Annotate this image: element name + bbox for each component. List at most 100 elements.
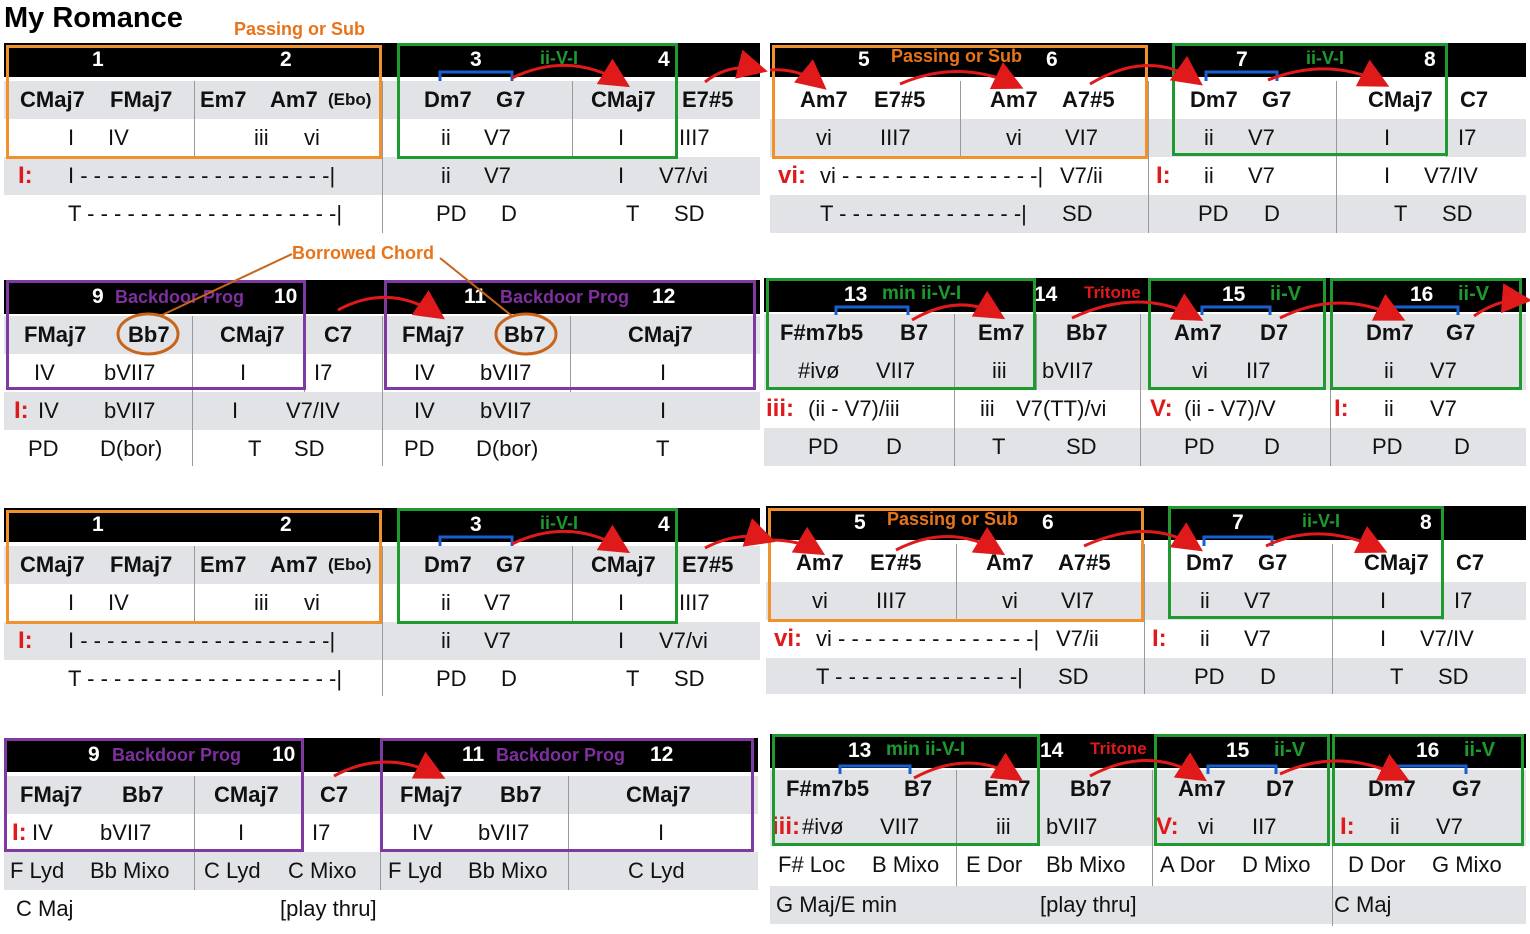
roman: V7 — [484, 628, 511, 653]
chord: Em7 — [200, 87, 247, 112]
tritone-label: Tritone — [1090, 739, 1147, 758]
dash-line: vi - - - - - - - - - - - - - - -| — [816, 626, 1040, 651]
roman: ii — [1204, 163, 1214, 188]
key-label: I: — [1152, 625, 1167, 652]
roman: I — [68, 590, 75, 615]
roman: I — [1384, 125, 1391, 150]
roman: vi — [1198, 814, 1214, 839]
function: D(bor) — [476, 436, 539, 461]
roman: VII7 — [880, 814, 920, 839]
chord: Am7 — [270, 552, 318, 577]
function: T — [626, 201, 640, 226]
roman: I7 — [314, 360, 333, 385]
key-label: vi: — [778, 162, 807, 189]
function: PD — [28, 436, 59, 461]
chord-alt: (Ebo) — [328, 90, 372, 109]
function: PD — [1372, 434, 1403, 459]
function: PD — [404, 436, 435, 461]
measure-5: 5 — [854, 511, 866, 534]
measure-8: 8 — [1424, 48, 1436, 71]
measure-3: 3 — [470, 48, 482, 71]
chord: B7 — [900, 320, 929, 345]
roman: II7 — [1252, 814, 1277, 839]
roman: IV — [414, 398, 435, 423]
roman: II7 — [1246, 358, 1271, 383]
roman: V7/ii — [1060, 163, 1103, 188]
min-ii-v-i-label: min ii-V-I — [882, 283, 962, 304]
roman: V7 — [1436, 814, 1463, 839]
roman: bVII7 — [1046, 814, 1098, 839]
roman: bVII7 — [480, 360, 532, 385]
backdoor-prog-label: Backdoor Prog — [496, 745, 626, 765]
key-label: I: — [1334, 395, 1349, 422]
chord: Dm7 — [424, 552, 472, 577]
ii-v-i-label: ii-V-I — [540, 513, 579, 533]
key-note: C Maj — [1334, 892, 1392, 917]
chord: C7 — [1456, 550, 1485, 575]
chord: G7 — [496, 87, 526, 112]
roman: iii — [254, 125, 269, 150]
mode: D Mixo — [1242, 852, 1311, 877]
ii-v-label: ii-V — [1274, 739, 1306, 761]
function: SD — [1058, 664, 1089, 689]
chord: Am7 — [1178, 776, 1226, 801]
measure-14: 14 — [1034, 283, 1058, 306]
chord: Am7 — [800, 87, 848, 112]
chord: CMaj7 — [214, 782, 279, 807]
roman: vi — [304, 125, 320, 150]
roman: I — [660, 360, 667, 385]
key-label: I: — [18, 162, 33, 189]
function: SD — [1442, 201, 1473, 226]
measure-12: 12 — [650, 743, 674, 766]
roman: ii — [441, 628, 451, 653]
page-title: My Romance — [4, 2, 183, 34]
function: D — [1264, 201, 1280, 226]
chord: Am7 — [986, 550, 1034, 575]
measure-12: 12 — [652, 285, 676, 308]
chord: E7#5 — [870, 550, 922, 575]
roman: V7/IV — [1424, 163, 1478, 188]
roman: V7 — [484, 163, 511, 188]
key-note: C Maj — [16, 896, 74, 921]
roman: IV — [108, 125, 129, 150]
backdoor-prog-label: Backdoor Prog — [115, 287, 245, 307]
dash-line: vi - - - - - - - - - - - - - - -| — [820, 163, 1044, 188]
min-ii-v-i-label: min ii-V-I — [886, 739, 966, 760]
roman: V7/ii — [1056, 626, 1099, 651]
measure-4: 4 — [658, 513, 670, 536]
chord: A7#5 — [1058, 550, 1111, 575]
chord: CMaj7 — [628, 322, 693, 347]
mode: E Dor — [966, 852, 1023, 877]
function: PD — [436, 666, 467, 691]
play-thru-note: [play thru] — [280, 896, 377, 921]
roman: III7 — [876, 588, 907, 613]
chord: Am7 — [796, 550, 844, 575]
roman: VII7 — [876, 358, 916, 383]
function: D(bor) — [100, 436, 163, 461]
chord: C7 — [1460, 87, 1489, 112]
function: T — [992, 434, 1006, 459]
roman: I7 — [312, 820, 331, 845]
roman: vi — [812, 588, 828, 613]
chord: Am7 — [1174, 320, 1222, 345]
roman: ii — [441, 590, 451, 615]
chord: FMaj7 — [402, 322, 465, 347]
measure-13: 13 — [848, 739, 872, 762]
function: SD — [1438, 664, 1469, 689]
roman: #ivø — [798, 358, 840, 383]
function: PD — [1194, 664, 1225, 689]
chord: D7 — [1260, 320, 1289, 345]
measure-2: 2 — [280, 48, 292, 71]
measure-15: 15 — [1226, 739, 1250, 762]
roman: IV — [414, 360, 435, 385]
key-label: V: — [1156, 813, 1179, 840]
roman: I7 — [1454, 588, 1473, 613]
function: T — [656, 436, 670, 461]
roman: IV — [32, 820, 53, 845]
chord: CMaj7 — [626, 782, 691, 807]
ii-v-i-label: ii-V-I — [1302, 511, 1341, 531]
roman: III7 — [679, 125, 710, 150]
roman: V7 — [484, 590, 511, 615]
roman: III7 — [880, 125, 911, 150]
key-label: V: — [1150, 395, 1173, 422]
